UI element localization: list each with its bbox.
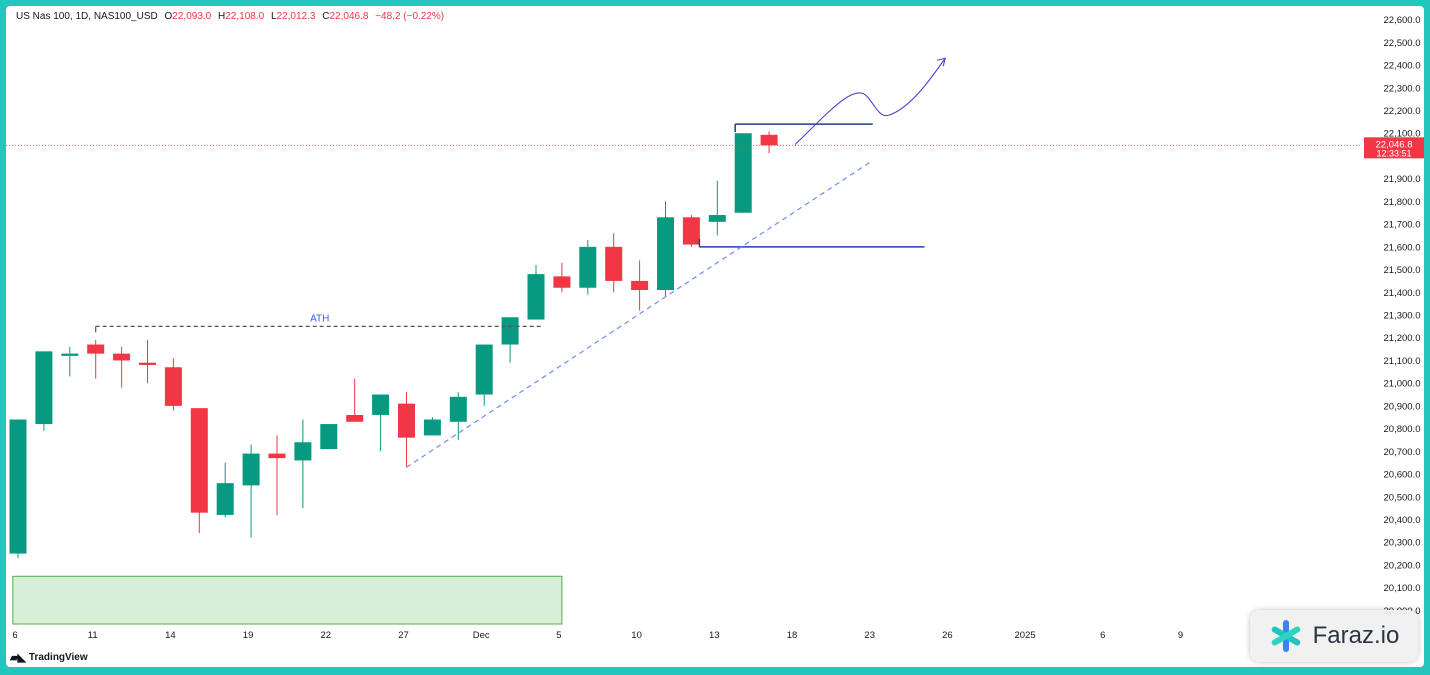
symbol-label: US Nas 100, 1D, NAS100_USD xyxy=(16,11,158,22)
x-tick-label: 14 xyxy=(165,630,176,641)
close-value: 22,046.8 xyxy=(329,11,369,22)
candle-body xyxy=(139,362,156,365)
candle-body xyxy=(449,396,467,422)
x-tick-label: 6 xyxy=(12,630,17,641)
x-tick-label: 27 xyxy=(398,630,409,641)
candle-body xyxy=(734,133,752,213)
asterisk-logo-icon xyxy=(1271,620,1300,652)
x-tick-label: 18 xyxy=(787,630,798,641)
high-label: H xyxy=(218,11,226,22)
candle-body xyxy=(61,353,79,356)
candle-body xyxy=(268,453,286,459)
y-tick-label: 20,300.0 xyxy=(1384,538,1421,549)
chart-legend: US Nas 100, 1D, NAS100_USD O22,093.0 H22… xyxy=(16,11,444,22)
y-tick-label: 22,600.0 xyxy=(1384,15,1421,26)
x-tick-label: 26 xyxy=(942,630,953,641)
y-tick-label: 22,400.0 xyxy=(1384,61,1421,72)
y-tick-label: 20,900.0 xyxy=(1384,401,1421,412)
candle-body xyxy=(657,217,674,291)
low-value: 22,012.3 xyxy=(276,11,316,22)
y-tick-label: 21,700.0 xyxy=(1384,220,1421,231)
y-tick-label: 20,700.0 xyxy=(1384,447,1421,458)
y-tick-label: 21,500.0 xyxy=(1384,265,1421,276)
chart-frame: ATH 20,000.020,100.020,200.020,300.020,4… xyxy=(6,6,1424,667)
candle-body xyxy=(242,453,260,486)
candle-body xyxy=(423,419,441,436)
projection-path xyxy=(794,57,946,145)
x-tick-label: 23 xyxy=(864,630,875,641)
candle-body xyxy=(398,403,415,438)
candle-body xyxy=(113,353,131,361)
y-tick-label: 22,300.0 xyxy=(1384,83,1421,94)
x-tick-label: 11 xyxy=(88,630,98,641)
candle-body xyxy=(372,394,390,415)
projection-arrowhead xyxy=(937,57,946,67)
candle-body xyxy=(682,217,700,245)
open-label: O xyxy=(164,11,173,22)
x-tick-label: 22 xyxy=(321,630,332,641)
price-tag-countdown: 12:33:51 xyxy=(1376,148,1411,158)
x-tick-label: 9 xyxy=(1178,630,1183,641)
watermark-text: Faraz.io xyxy=(1312,622,1400,649)
candle-body xyxy=(35,351,53,425)
y-tick-label: 21,000.0 xyxy=(1384,379,1421,390)
high-value: 22,108.0 xyxy=(225,11,265,22)
faraz-watermark: Faraz.io xyxy=(1250,610,1418,662)
candle-body xyxy=(708,215,726,222)
price-tag-box xyxy=(1364,137,1424,159)
candle-body xyxy=(87,344,105,354)
y-tick-label: 21,100.0 xyxy=(1384,356,1421,367)
candle-body xyxy=(346,414,364,422)
candle-body xyxy=(164,367,182,406)
candle-body xyxy=(9,419,27,554)
candle-body xyxy=(527,274,545,320)
uptrend-line xyxy=(406,159,874,468)
candle-body xyxy=(501,317,519,345)
x-tick-label: 2025 xyxy=(1015,630,1036,641)
low-label: L xyxy=(270,11,277,22)
close-label: C xyxy=(322,11,330,22)
candle-body xyxy=(631,280,649,291)
tradingview-logo[interactable]: ▰◣ TradingView xyxy=(10,651,88,664)
x-tick-label: 10 xyxy=(631,630,642,641)
candle-body xyxy=(553,276,571,288)
candlestick-chart[interactable]: ATH 20,000.020,100.020,200.020,300.020,4… xyxy=(6,6,1424,667)
x-tick-label: Dec xyxy=(473,630,490,641)
y-tick-label: 20,500.0 xyxy=(1384,492,1421,503)
y-tick-label: 20,400.0 xyxy=(1384,515,1421,526)
y-tick-label: 21,800.0 xyxy=(1384,197,1421,208)
x-tick-label: 5 xyxy=(556,630,561,641)
ath-label: ATH xyxy=(310,313,329,324)
y-tick-label: 22,100.0 xyxy=(1384,129,1421,140)
candle-body xyxy=(605,246,623,281)
y-tick-label: 21,400.0 xyxy=(1384,288,1421,299)
candle-body xyxy=(760,134,778,146)
y-tick-label: 22,500.0 xyxy=(1384,38,1421,49)
y-tick-label: 20,600.0 xyxy=(1384,470,1421,481)
candle-body xyxy=(579,246,597,288)
tradingview-label: TradingView xyxy=(28,652,88,663)
y-tick-label: 21,200.0 xyxy=(1384,333,1421,344)
price-tag-value: 22,046.8 xyxy=(1376,139,1413,150)
x-tick-label: 6 xyxy=(1100,630,1105,641)
tradingview-icon: ▰◣ xyxy=(10,652,26,664)
y-tick-label: 20,200.0 xyxy=(1384,560,1421,571)
y-tick-label: 22,200.0 xyxy=(1384,106,1421,117)
y-tick-label: 21,300.0 xyxy=(1384,311,1421,322)
candle-body xyxy=(294,442,312,461)
y-tick-label: 21,600.0 xyxy=(1384,242,1421,253)
candle-body xyxy=(190,408,208,513)
x-tick-label: 19 xyxy=(243,630,254,641)
y-tick-label: 20,800.0 xyxy=(1384,424,1421,435)
y-tick-label: 21,900.0 xyxy=(1384,174,1421,185)
candle-body xyxy=(216,483,234,515)
x-tick-label: 13 xyxy=(709,630,720,641)
candle-body xyxy=(475,344,493,395)
candle-body xyxy=(320,424,338,450)
y-tick-label: 20,100.0 xyxy=(1384,583,1421,594)
demand-zone xyxy=(12,575,563,625)
open-value: 22,093.0 xyxy=(172,11,212,22)
change-value: −48.2 (−0.22%) xyxy=(375,11,445,22)
